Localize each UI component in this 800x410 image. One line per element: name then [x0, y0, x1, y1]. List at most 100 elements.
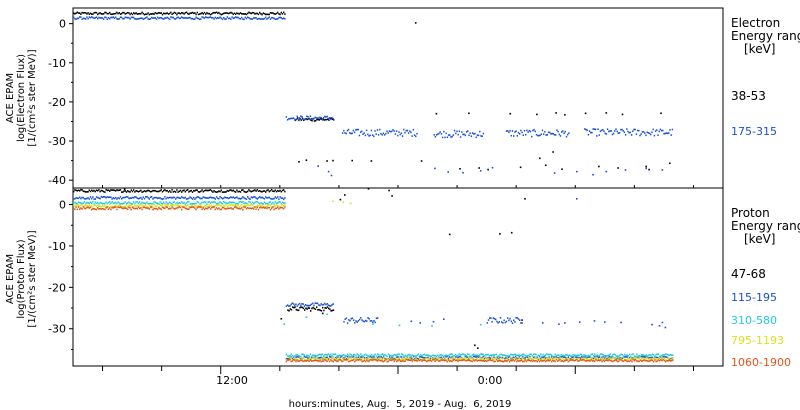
- electron-series-1-point: [239, 12, 242, 14]
- electron-series-2-point: [91, 16, 93, 18]
- electron-series-2-point: [439, 131, 441, 133]
- proton-series-4-point: [261, 204, 263, 207]
- proton-series-1-point: [277, 189, 279, 192]
- proton-series-5-point: [390, 359, 392, 362]
- proton-series-4-point: [625, 358, 627, 361]
- proton-series-4-point: [481, 358, 483, 360]
- proton-series-1-point: [254, 189, 256, 191]
- proton-series-5-point: [337, 360, 339, 363]
- proton-series-5-point: [517, 359, 519, 362]
- proton-series-3-point: [188, 201, 190, 203]
- electron-series-2-point: [374, 130, 376, 132]
- proton-series-4-point: [344, 357, 346, 359]
- proton-series-4-point: [248, 204, 250, 207]
- proton-series-3-point: [370, 353, 373, 356]
- electron-series-2-point: [477, 134, 480, 137]
- electron-series-1-point: [598, 165, 600, 168]
- proton-series-5-point: [261, 207, 263, 209]
- proton-series-3-point: [426, 354, 428, 356]
- proton-series-2-point: [303, 305, 306, 307]
- electron-series-2-point: [271, 16, 273, 19]
- proton-series-2-point: [330, 356, 332, 358]
- proton-series-5-point: [267, 206, 269, 209]
- proton-series-1-point: [300, 306, 302, 308]
- electron-series-1-point: [154, 12, 156, 14]
- electron-series-2-point: [85, 18, 87, 20]
- proton-series-3-point: [103, 202, 105, 205]
- electron-series-2-point: [97, 17, 99, 20]
- electron-series-1-point: [122, 11, 124, 14]
- electron-series-2-point: [100, 17, 102, 19]
- electron-series-1-point: [89, 12, 92, 15]
- electron-series-2-point: [357, 128, 359, 131]
- proton-series-4-point: [604, 357, 607, 359]
- proton-series-2-point: [274, 196, 276, 198]
- proton-series-4-point: [273, 205, 275, 207]
- proton-series-5-point: [588, 359, 590, 362]
- proton-series-5-point: [89, 206, 92, 209]
- proton-series-3-point: [209, 202, 212, 204]
- proton-series-5-point: [440, 359, 442, 361]
- proton-series-3-point: [378, 354, 380, 356]
- electron-series-1-point: [519, 166, 522, 169]
- proton-series-3-point: [248, 201, 250, 203]
- proton-series-2-point: [592, 357, 595, 360]
- proton-series-4-point: [332, 357, 334, 359]
- proton-legend-title-3: [keV]: [744, 232, 775, 246]
- electron-series-1-point: [206, 12, 208, 14]
- electron-series-2-point: [206, 16, 208, 19]
- proton-series-5-point: [233, 206, 236, 208]
- electron-series-2-point: [474, 132, 476, 135]
- electron-series-2-point: [152, 17, 154, 19]
- electron-series-2-point: [481, 135, 483, 137]
- electron-series-2-point: [274, 18, 276, 21]
- proton-series-5-point: [597, 359, 600, 361]
- proton-series-3-point: [666, 353, 668, 356]
- electron-series-2-point: [122, 17, 124, 20]
- proton-series-3-point: [412, 354, 415, 357]
- electron-series-2-point: [140, 17, 142, 19]
- electron-series-1-point: [164, 12, 166, 15]
- electron-series-2-point: [386, 130, 388, 133]
- proton-series-3-point: [340, 354, 343, 357]
- proton-series-3-point: [167, 202, 170, 205]
- proton-series-5-point: [275, 207, 278, 210]
- electron-series-2-point: [618, 132, 621, 134]
- proton-series-4-point: [306, 358, 308, 361]
- proton-series-2-point: [241, 197, 243, 200]
- proton-series-1-point: [215, 191, 218, 193]
- electron-series-2-point: [245, 17, 248, 20]
- proton-series-5-point: [80, 207, 82, 209]
- proton-series-2-point: [338, 358, 340, 360]
- proton-series-3-point: [330, 353, 332, 355]
- proton-series-4-point: [626, 358, 628, 361]
- proton-series-5-point: [190, 206, 192, 208]
- electron-series-1-point: [202, 13, 204, 15]
- proton-series-3-point: [648, 354, 650, 357]
- proton-series-5-point: [424, 359, 427, 362]
- proton-series-4-point: [376, 358, 379, 361]
- proton-series-4-point: [444, 358, 446, 361]
- proton-series-3-point: [548, 353, 550, 356]
- proton-series-4-point: [400, 358, 403, 360]
- electron-series-1-point: [648, 168, 650, 171]
- proton-series-3-point: [416, 354, 418, 357]
- proton-series-5-point: [364, 360, 367, 363]
- proton-series-2-point: [572, 356, 574, 358]
- proton-series-3-point: [595, 355, 597, 357]
- proton-series-5-point: [292, 358, 295, 361]
- proton-series-5-point: [129, 207, 131, 209]
- electron-series-1-point: [179, 12, 182, 15]
- electron-series-1-point: [92, 13, 94, 15]
- proton-series-3-point: [540, 353, 542, 356]
- proton-series-2-point: [458, 355, 460, 358]
- proton-series-3-point: [664, 353, 667, 356]
- proton-series-2-point: [598, 356, 601, 358]
- proton-series-2-point: [619, 357, 621, 359]
- proton-series-1-point: [227, 190, 230, 192]
- proton-series-2-point: [601, 356, 603, 359]
- proton-series-2-point: [291, 357, 294, 360]
- proton-series-2-point: [351, 356, 354, 358]
- electron-series-2-point: [521, 131, 523, 134]
- proton-series-3-point: [382, 354, 385, 356]
